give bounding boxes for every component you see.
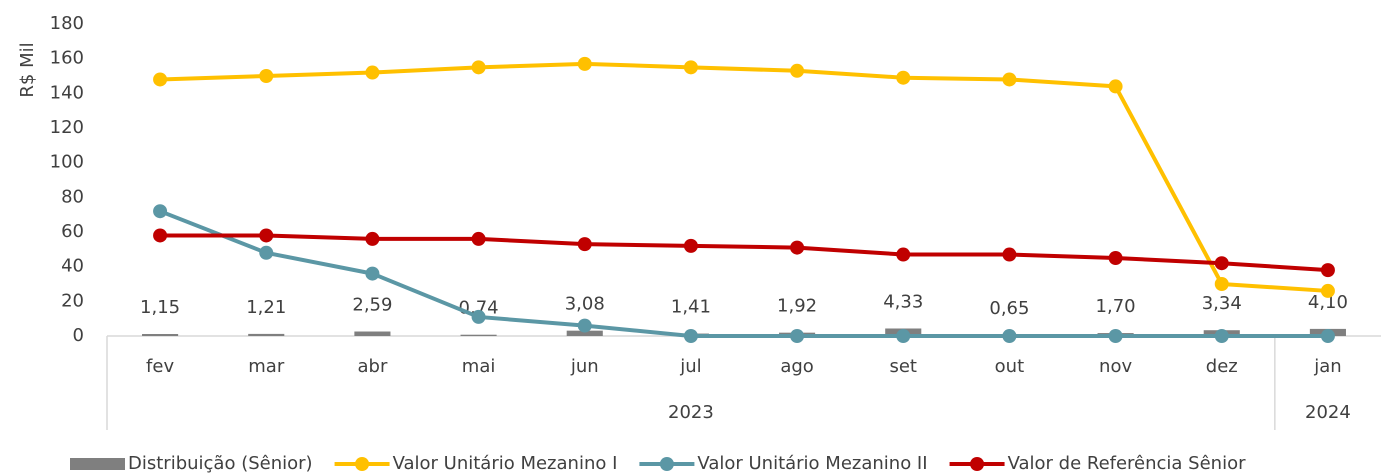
y-tick-label: 20	[61, 290, 84, 311]
marker	[1002, 247, 1017, 262]
marker	[577, 318, 592, 333]
marker	[683, 238, 698, 253]
marker	[1214, 329, 1229, 343]
marker	[365, 231, 380, 246]
marker	[1214, 256, 1229, 271]
data-label: 2,59	[352, 295, 392, 316]
y-tick-label: 120	[50, 117, 84, 138]
marker	[259, 69, 274, 83]
year-label: 2024	[1305, 402, 1351, 423]
marker	[365, 266, 380, 281]
y-tick-label: 100	[50, 152, 84, 173]
data-label: 0,65	[989, 298, 1029, 319]
marker	[1002, 329, 1017, 343]
bar	[566, 330, 603, 336]
bar	[460, 334, 497, 336]
data-label: 1,92	[777, 296, 817, 317]
x-tick-label: mar	[248, 356, 285, 377]
legend-swatch	[355, 457, 370, 471]
legend-label: Valor de Referência Sênior	[1008, 453, 1247, 474]
marker	[153, 72, 168, 87]
x-tick-label: fev	[146, 356, 174, 377]
x-tick-label: out	[995, 356, 1024, 377]
y-axis-label: R$ Mil	[17, 42, 38, 97]
marker	[1002, 72, 1017, 87]
marker	[896, 70, 911, 85]
legend-swatch	[70, 458, 125, 470]
marker	[1108, 329, 1123, 343]
line	[159, 209, 1328, 338]
x-tick-label: ago	[780, 356, 813, 377]
bar	[248, 333, 285, 336]
marker	[790, 329, 805, 343]
x-tick-label: dez	[1206, 356, 1238, 377]
marker	[471, 231, 486, 246]
marker	[1320, 329, 1335, 343]
marker	[577, 237, 592, 252]
marker	[153, 204, 168, 219]
marker	[1108, 79, 1123, 94]
data-label: 1,70	[1096, 296, 1136, 317]
marker	[683, 329, 698, 343]
data-label: 3,08	[565, 294, 605, 315]
x-tick-label: mai	[462, 356, 496, 377]
legend-label: Valor Unitário Mezanino II	[697, 453, 927, 474]
x-tick-label: jun	[570, 356, 599, 377]
x-tick-label: set	[889, 356, 917, 377]
data-label: 1,21	[246, 297, 286, 318]
legend-swatch	[659, 457, 674, 471]
marker	[471, 60, 486, 75]
marker	[577, 56, 592, 71]
marker	[471, 309, 486, 324]
data-label: 1,15	[140, 297, 180, 318]
y-tick-label: 40	[61, 256, 84, 277]
y-tick-label: 160	[50, 48, 84, 69]
marker	[259, 228, 274, 243]
data-label: 4,33	[883, 291, 923, 312]
bar	[354, 331, 391, 336]
y-tick-label: 60	[61, 221, 84, 242]
data-label: 4,10	[1308, 292, 1348, 313]
y-tick-label: 140	[50, 82, 84, 103]
y-tick-label: 180	[50, 13, 84, 34]
marker	[790, 63, 805, 78]
marker	[1108, 251, 1123, 265]
marker	[790, 240, 805, 255]
marker	[259, 245, 274, 260]
y-tick-label: 80	[61, 186, 84, 207]
marker	[1214, 277, 1229, 291]
x-tick-label: abr	[357, 356, 387, 377]
line	[160, 61, 1329, 293]
y-tick-label: 0	[73, 325, 84, 346]
legend-label: Distribuição (Sênior)	[128, 453, 313, 474]
marker	[896, 247, 911, 262]
x-tick-label: jan	[1313, 356, 1341, 377]
marker	[896, 329, 911, 343]
year-label: 2023	[668, 402, 714, 423]
marker	[683, 60, 698, 75]
marker	[365, 65, 380, 80]
x-tick-label: jul	[679, 356, 701, 377]
data-label: 3,34	[1202, 293, 1242, 314]
legend-label: Valor Unitário Mezanino I	[393, 453, 618, 474]
x-tick-label: nov	[1099, 356, 1132, 377]
line	[160, 233, 1329, 273]
marker	[153, 228, 168, 243]
legend-swatch	[970, 457, 985, 471]
marker	[1320, 263, 1335, 278]
marker	[1320, 283, 1335, 298]
bar	[142, 334, 179, 336]
data-label: 1,41	[671, 297, 711, 318]
